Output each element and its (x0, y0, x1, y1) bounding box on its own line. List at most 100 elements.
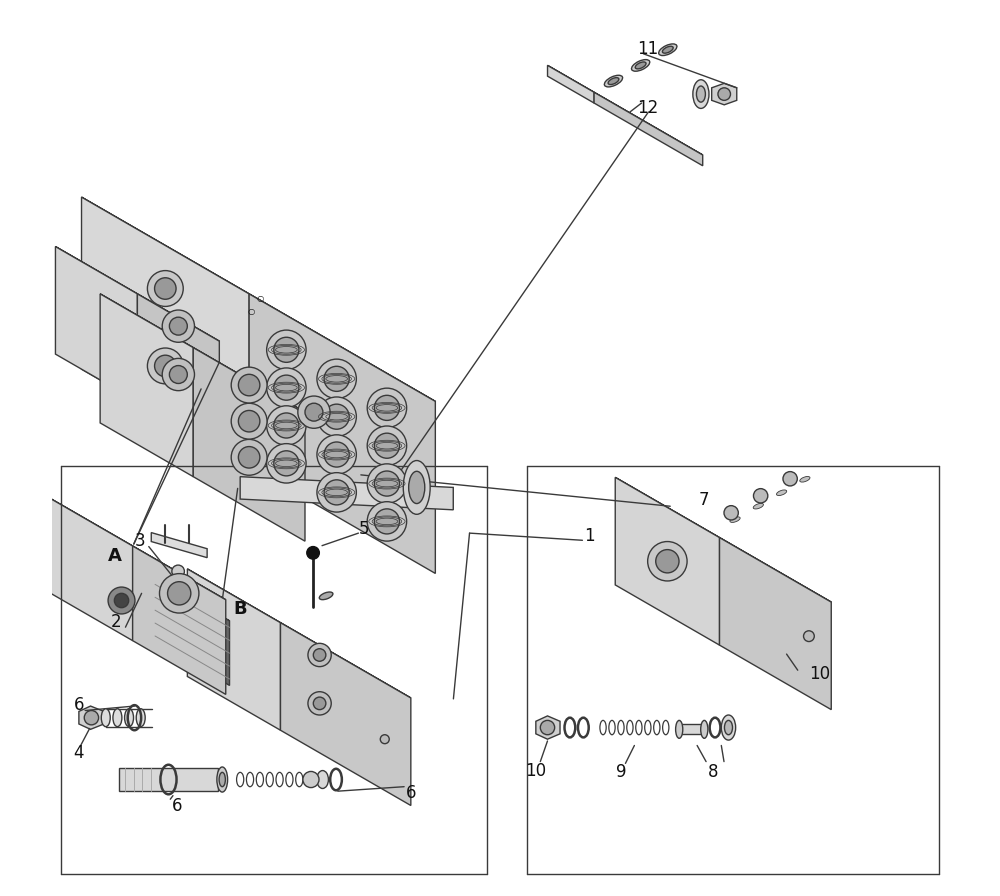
Circle shape (374, 471, 399, 496)
Polygon shape (55, 246, 219, 341)
Circle shape (162, 358, 194, 391)
Text: 3: 3 (134, 532, 145, 550)
Circle shape (169, 366, 187, 383)
Circle shape (267, 330, 306, 369)
Polygon shape (82, 197, 249, 466)
Text: A: A (108, 547, 122, 564)
Ellipse shape (696, 86, 705, 102)
Polygon shape (548, 65, 703, 155)
Circle shape (169, 317, 187, 335)
Polygon shape (119, 768, 218, 791)
Circle shape (374, 433, 399, 458)
Ellipse shape (659, 44, 677, 56)
Circle shape (540, 720, 555, 735)
Polygon shape (100, 294, 305, 412)
Polygon shape (615, 478, 831, 602)
Ellipse shape (113, 709, 122, 727)
Text: 1: 1 (584, 527, 595, 545)
Circle shape (274, 413, 299, 438)
Circle shape (804, 631, 814, 642)
Ellipse shape (136, 709, 145, 727)
Circle shape (656, 549, 679, 573)
Circle shape (147, 348, 183, 383)
Circle shape (231, 403, 267, 439)
Circle shape (367, 464, 407, 504)
Circle shape (305, 403, 323, 421)
Ellipse shape (753, 504, 763, 509)
Circle shape (324, 480, 349, 505)
Ellipse shape (319, 592, 333, 599)
Circle shape (324, 366, 349, 392)
Circle shape (231, 439, 267, 475)
Polygon shape (88, 539, 155, 642)
Circle shape (374, 395, 399, 420)
Text: 4: 4 (74, 744, 84, 762)
Circle shape (238, 375, 260, 396)
Ellipse shape (101, 709, 110, 727)
Ellipse shape (632, 60, 650, 71)
Text: 10: 10 (810, 665, 831, 683)
Ellipse shape (800, 477, 810, 482)
Polygon shape (249, 294, 435, 573)
Ellipse shape (125, 709, 134, 727)
Text: 5: 5 (359, 520, 369, 538)
Text: 12: 12 (637, 99, 658, 116)
Circle shape (367, 502, 407, 541)
Circle shape (155, 278, 176, 299)
Ellipse shape (403, 461, 430, 514)
Polygon shape (548, 65, 594, 103)
Circle shape (308, 692, 331, 715)
Circle shape (267, 406, 306, 445)
Ellipse shape (676, 720, 683, 738)
Text: 9: 9 (616, 763, 626, 781)
Polygon shape (82, 197, 435, 401)
Ellipse shape (721, 715, 736, 740)
Circle shape (238, 446, 260, 468)
Polygon shape (712, 83, 737, 105)
Circle shape (374, 509, 399, 534)
Circle shape (317, 359, 356, 399)
Text: 11: 11 (637, 40, 658, 58)
Polygon shape (536, 716, 560, 739)
Ellipse shape (635, 62, 646, 69)
Text: B: B (233, 600, 247, 618)
Circle shape (155, 355, 176, 376)
Circle shape (274, 337, 299, 362)
Text: ○: ○ (248, 307, 255, 316)
Circle shape (313, 697, 326, 710)
Polygon shape (679, 724, 704, 734)
Ellipse shape (217, 767, 228, 792)
Circle shape (317, 473, 356, 513)
Polygon shape (40, 492, 226, 599)
Circle shape (298, 396, 330, 428)
Text: 6: 6 (74, 696, 84, 714)
Circle shape (380, 735, 389, 744)
Circle shape (367, 388, 407, 427)
Ellipse shape (219, 772, 225, 787)
Circle shape (84, 711, 99, 725)
Ellipse shape (701, 720, 708, 738)
Circle shape (274, 375, 299, 401)
Text: 10: 10 (525, 762, 546, 780)
Polygon shape (187, 569, 411, 698)
Circle shape (147, 271, 183, 306)
Circle shape (238, 410, 260, 432)
Circle shape (307, 547, 319, 559)
Ellipse shape (608, 78, 619, 84)
Circle shape (303, 771, 319, 788)
Circle shape (267, 368, 306, 408)
Circle shape (114, 593, 129, 607)
Ellipse shape (317, 771, 328, 788)
Circle shape (724, 505, 738, 520)
Polygon shape (40, 492, 133, 641)
Circle shape (231, 367, 267, 403)
Polygon shape (100, 294, 193, 477)
Circle shape (168, 582, 191, 605)
Circle shape (317, 435, 356, 474)
Circle shape (308, 643, 331, 667)
Circle shape (313, 649, 326, 661)
Circle shape (108, 587, 135, 614)
Polygon shape (240, 477, 453, 510)
Circle shape (648, 541, 687, 581)
Polygon shape (55, 246, 137, 401)
